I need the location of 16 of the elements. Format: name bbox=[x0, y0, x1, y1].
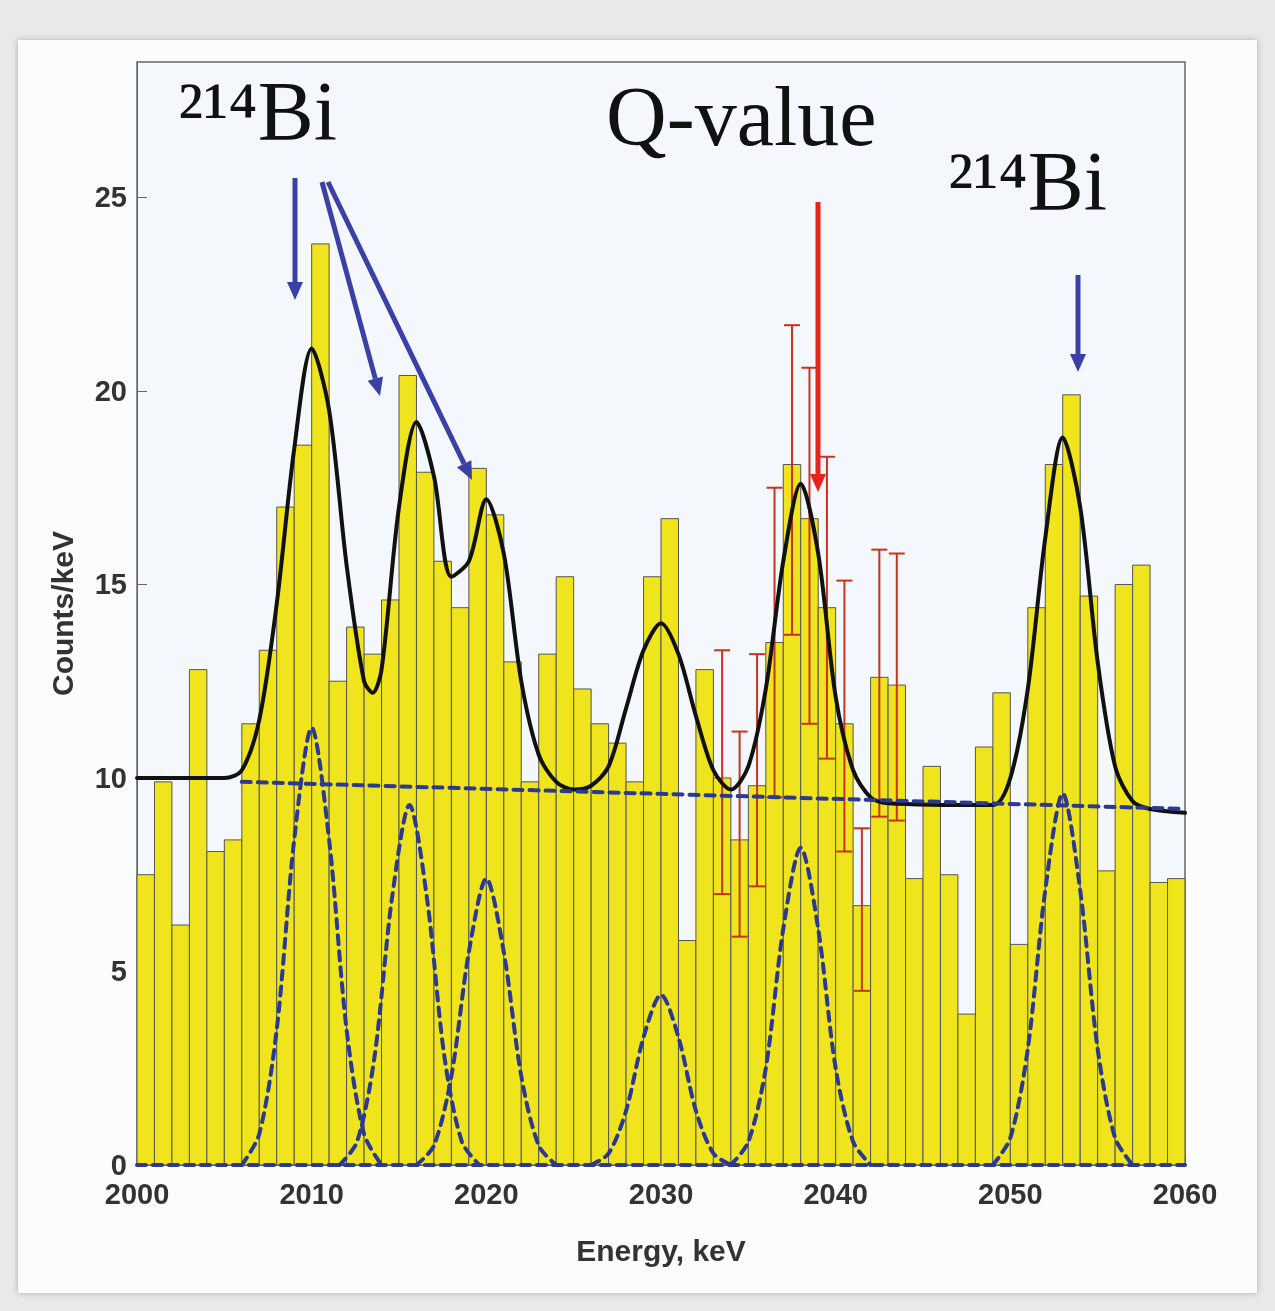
y-tick-label: 20 bbox=[94, 374, 127, 407]
x-tick-label: 2010 bbox=[279, 1177, 344, 1210]
y-tick-label: 10 bbox=[94, 761, 127, 794]
annotation: Q-value bbox=[606, 70, 877, 163]
x-tick-label: 2040 bbox=[803, 1177, 868, 1210]
y-tick-label: 15 bbox=[94, 568, 127, 601]
x-tick-label: 2050 bbox=[978, 1177, 1043, 1210]
y-tick-label: 25 bbox=[94, 181, 127, 214]
x-axis-title: Energy, keV bbox=[576, 1233, 746, 1267]
y-axis-title: Counts/keV bbox=[45, 530, 79, 697]
x-tick-label: 2030 bbox=[628, 1177, 694, 1210]
x-tick-label: 2020 bbox=[454, 1177, 519, 1210]
annotation: ²¹⁴Bi bbox=[948, 135, 1108, 228]
y-tick-label: 5 bbox=[110, 955, 127, 988]
annotation: ²¹⁴Bi bbox=[178, 65, 338, 158]
x-tick-label: 2060 bbox=[1152, 1177, 1218, 1210]
